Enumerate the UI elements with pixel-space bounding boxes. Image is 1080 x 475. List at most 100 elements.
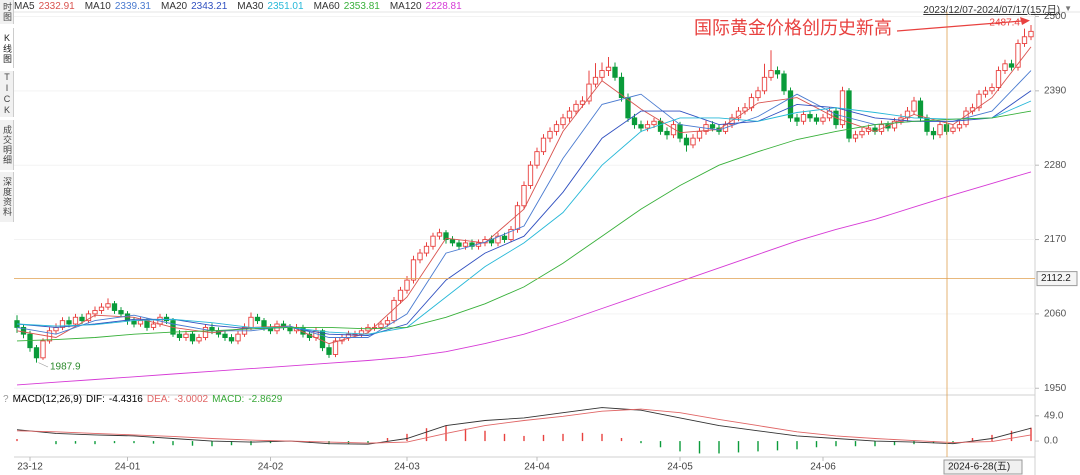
- candle-body: [807, 114, 813, 119]
- ma-line: [16, 110, 1032, 342]
- candle-body: [761, 76, 768, 92]
- candle-body: [696, 130, 703, 139]
- candle-body: [1021, 36, 1028, 44]
- legend-value: 2353.81: [343, 1, 380, 12]
- candle-body: [176, 333, 183, 338]
- candle-body: [566, 110, 573, 119]
- tab[interactable]: 成交明细: [0, 120, 14, 170]
- candle-body: [521, 185, 527, 207]
- candle-body: [638, 124, 644, 129]
- candle-body: [813, 117, 820, 122]
- candle-body: [326, 347, 332, 355]
- candle-body: [943, 124, 950, 132]
- candle-body: [644, 124, 651, 129]
- dif-line: [16, 407, 1032, 445]
- candle-body: [527, 164, 534, 186]
- tab[interactable]: 深度资料: [0, 172, 14, 222]
- candle-body: [1015, 43, 1021, 68]
- candle-body: [657, 120, 664, 132]
- candle-body: [495, 235, 501, 244]
- candle-body: [150, 323, 157, 328]
- candle-body: [501, 235, 508, 240]
- candle-body: [423, 245, 430, 254]
- dea-name: DEA:: [146, 394, 171, 405]
- candle-body: [378, 323, 384, 328]
- candle-body: [547, 130, 553, 139]
- candle-body: [1028, 30, 1034, 38]
- headline: 国际黄金价格创历史新高: [694, 18, 892, 38]
- low-leader: [38, 362, 49, 368]
- tab[interactable]: K线图: [0, 28, 14, 68]
- candle-body: [118, 310, 124, 315]
- candle-body: [137, 320, 144, 325]
- candle-body: [222, 333, 228, 338]
- candle-body: [982, 90, 989, 95]
- legend-value: 2332.91: [38, 1, 75, 12]
- candle-body: [196, 337, 202, 342]
- candle-body: [891, 120, 898, 129]
- candle-body: [755, 90, 761, 99]
- candle-body: [846, 90, 852, 139]
- candle-body: [261, 320, 267, 328]
- candle-body: [111, 303, 118, 311]
- candle-body: [33, 347, 40, 359]
- candle-body: [430, 235, 436, 247]
- candle-body: [105, 303, 111, 308]
- legend-name: MA20: [161, 1, 188, 12]
- candle-body: [573, 103, 579, 112]
- ma-line: [16, 100, 1032, 335]
- legend-name: MA30: [237, 1, 264, 12]
- dif-value: -4.4316: [108, 394, 143, 405]
- candle-body: [53, 326, 59, 332]
- ma-line: [16, 90, 1032, 336]
- candle-body: [794, 117, 800, 122]
- x-tick-label: 24-01: [115, 462, 141, 473]
- tab[interactable]: 时图: [0, 0, 14, 24]
- ma-line: [16, 70, 1032, 338]
- candle-body: [183, 333, 189, 338]
- macd-value: -2.8629: [248, 394, 283, 405]
- crosshair-label-box: [1036, 271, 1078, 287]
- legend-name: MA5: [14, 1, 35, 12]
- x-tick-label: 24-04: [524, 462, 550, 473]
- candle-body: [189, 333, 196, 342]
- legend-value: 2351.01: [267, 1, 304, 12]
- candle-body: [774, 70, 781, 75]
- y-tick-label: 2390: [1044, 85, 1067, 96]
- y-tick-label: 1950: [1044, 383, 1067, 394]
- candle-body: [592, 76, 599, 85]
- high-label: 2487.4: [989, 18, 1020, 29]
- candle-body: [976, 93, 982, 109]
- candle-body: [66, 320, 72, 325]
- candle-body: [456, 242, 462, 247]
- candle-body: [989, 87, 995, 92]
- date-range[interactable]: 2023/12/07-2024/07/17(157日): [923, 5, 1061, 16]
- legend-name: MA120: [389, 1, 422, 12]
- candle-body: [631, 117, 638, 126]
- candle-body: [514, 205, 521, 230]
- candle-body: [410, 259, 417, 281]
- legend-name: MA60: [313, 1, 340, 12]
- x-tick-label: 24-02: [258, 462, 284, 473]
- candle-body: [1002, 63, 1008, 72]
- legend-value: 2228.81: [425, 1, 462, 12]
- candle-body: [683, 137, 690, 146]
- tab[interactable]: TICK: [0, 71, 14, 117]
- candle-body: [937, 124, 943, 136]
- dropdown-icon[interactable]: ▼: [1064, 4, 1072, 13]
- candle-body: [384, 320, 391, 325]
- help-icon[interactable]: ?: [3, 394, 9, 405]
- candle-body: [92, 310, 98, 315]
- candle-body: [59, 320, 66, 328]
- candle-body: [417, 252, 423, 261]
- ma-legend: MA5 2332.91 MA10 2339.31 MA20 2343.21 MA30 2351…: [14, 1, 468, 12]
- date-range-bar: 2023/12/07-2024/07/17(157日) ▼: [923, 1, 1072, 16]
- candle-body: [859, 130, 865, 136]
- candle-body: [820, 117, 826, 122]
- x-tick-label: 23-12: [17, 462, 43, 473]
- candle-body: [449, 239, 456, 244]
- candle-body: [508, 228, 514, 240]
- candle-body: [781, 73, 787, 92]
- x-tick-label: 24-03: [394, 462, 420, 473]
